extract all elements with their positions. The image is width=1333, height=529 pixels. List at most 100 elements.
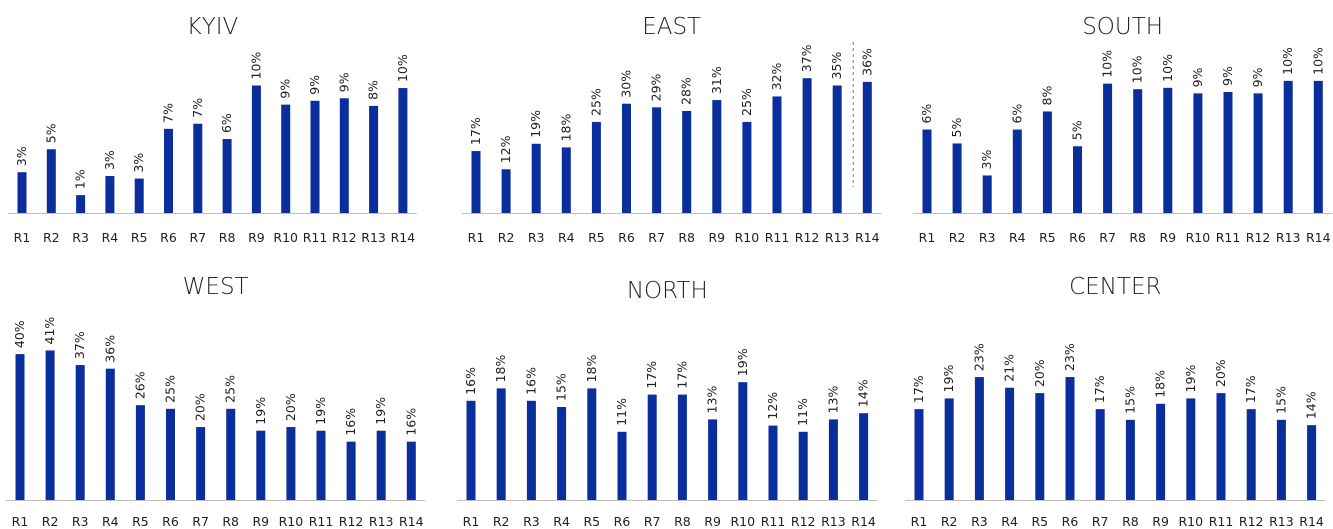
bar-west-r9 [256,430,266,500]
data-label: 35% [829,52,844,80]
data-label: 36% [102,335,117,363]
bar-kyiv-r8 [222,139,232,213]
bar-south-r10 [1193,93,1203,213]
data-label: 9% [336,72,351,92]
category-label: R3 [72,230,89,245]
category-label: R1 [911,514,928,529]
data-label: 26% [132,371,147,399]
bar-north-r2 [496,388,506,500]
category-label: R8 [222,514,239,529]
category-label: R7 [1099,230,1116,245]
category-label: R11 [309,514,334,529]
category-label: R2 [43,230,60,245]
bar-south-r4 [1012,129,1022,213]
data-label: 8% [1039,86,1054,106]
bar-center-r12 [1246,409,1256,500]
data-label: 6% [919,104,934,124]
data-label: 10% [1160,54,1175,82]
data-label: 14% [856,379,871,407]
data-label: 40% [12,320,27,348]
data-label: 25% [223,375,238,403]
data-label: 9% [1250,67,1265,87]
bar-kyiv-r9 [251,85,261,213]
category-label: R14 [851,514,876,529]
data-label: 17% [911,375,926,403]
category-label: R10 [731,514,756,529]
category-label: R5 [132,514,149,529]
chart-title-south: SOUTH [1082,14,1163,40]
category-label: R12 [1246,230,1271,245]
bar-east-r2 [501,169,511,213]
bar-south-r14 [1313,80,1323,213]
category-label: R14 [1299,514,1324,529]
chart-south: SOUTH 6% R1 5% R2 3% R3 6% R4 8% R5 5% R6 10% R7 10% R8 1… [913,14,1333,245]
data-label: 9% [278,79,293,99]
bar-kyiv-r12 [339,98,349,213]
data-label: 20% [193,393,208,421]
data-label: 32% [769,63,784,91]
data-label: 17% [674,361,689,389]
data-label: 3% [14,146,29,166]
bar-north-r9 [708,419,718,500]
category-label: R10 [1179,514,1204,529]
category-label: R7 [648,230,665,245]
category-label: R7 [189,230,206,245]
data-label: 15% [1273,386,1288,414]
bar-center-r3 [974,377,984,500]
bar-east-r10 [742,121,752,213]
data-label: 19% [528,110,543,138]
data-label: 15% [1122,386,1137,414]
bar-center-r4 [1005,387,1015,500]
category-label: R4 [1009,230,1026,245]
bar-west-r8 [226,408,236,500]
data-label: 7% [161,103,176,123]
bar-kyiv-r7 [193,123,203,213]
bar-north-r12 [798,431,808,500]
category-label: R5 [1031,514,1048,529]
data-label: 9% [1220,66,1235,86]
data-label: 19% [735,348,750,376]
bar-west-r1 [15,354,25,500]
data-label: 20% [1213,359,1228,387]
data-label: 9% [1190,67,1205,87]
bar-south-r3 [982,175,992,213]
data-label: 10% [395,54,410,82]
data-label: 5% [1070,120,1085,140]
bar-south-r1 [922,129,932,213]
chart-east: EAST 17% R1 12% R2 19% R3 18% R4 25% R5 30% R6 29% R7 2… [462,14,882,245]
data-label: 17% [1243,375,1258,403]
chart-title-west: WEST [183,274,249,300]
category-label: R1 [919,230,936,245]
data-label: 17% [1092,375,1107,403]
bar-kyiv-r3 [76,195,86,213]
category-label: R2 [949,230,966,245]
chart-west: WEST 40% R1 41% R2 37% R3 36% R4 26% R5 25% R6 20% R7 2… [6,274,426,529]
bar-west-r14 [406,441,416,500]
bar-west-r13 [376,430,386,500]
data-label: 5% [949,118,964,138]
bar-center-r14 [1307,425,1317,500]
category-label: R13 [1276,230,1301,245]
data-label: 25% [739,88,754,116]
bar-south-r8 [1133,89,1143,213]
data-label: 17% [468,117,483,145]
category-label: R3 [528,230,545,245]
bar-west-r6 [166,408,175,500]
category-label: R11 [1209,514,1234,529]
bar-east-r9 [712,100,722,213]
data-label: 3% [131,153,146,173]
category-label: R7 [644,514,661,529]
data-label: 19% [1183,365,1198,393]
category-label: R11 [1216,230,1241,245]
category-label: R4 [553,514,570,529]
data-label: 29% [649,73,664,101]
category-label: R4 [102,514,119,529]
chart-title-kyiv: KYIV [187,14,239,40]
category-label: R2 [493,514,510,529]
bar-north-r3 [526,400,536,500]
bar-north-r13 [828,419,838,500]
data-label: 16% [343,408,358,436]
category-label: R12 [332,230,357,245]
bar-center-r6 [1065,377,1075,500]
data-label: 9% [307,75,322,95]
